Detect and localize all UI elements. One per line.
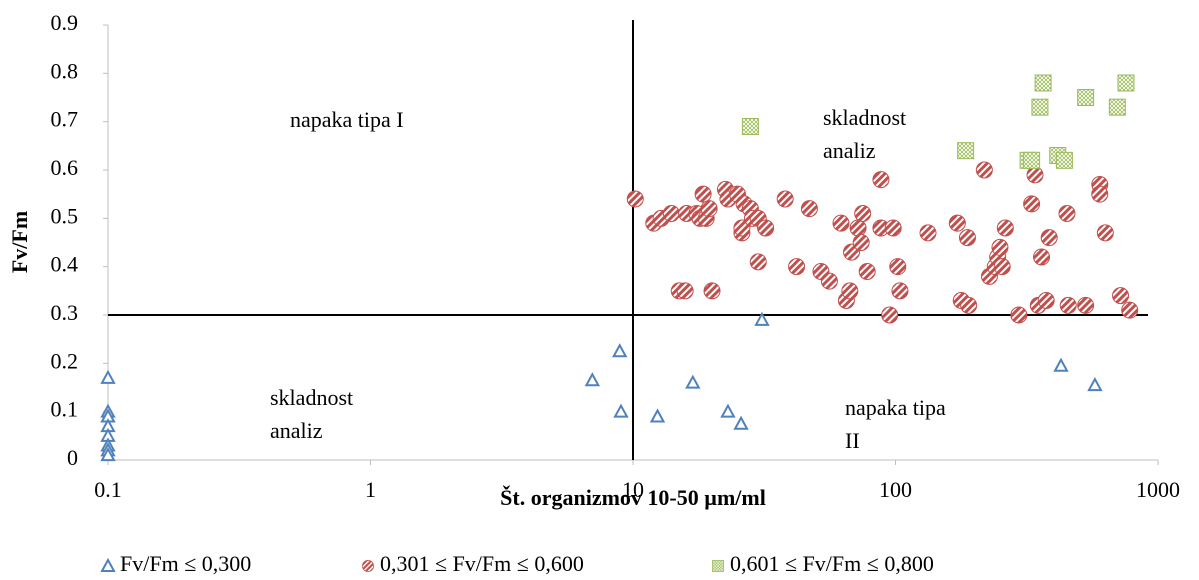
point — [957, 142, 975, 160]
y-tick-label: 0.6 — [51, 155, 79, 180]
point — [100, 369, 116, 384]
point — [958, 229, 976, 247]
point — [100, 447, 116, 462]
point — [1026, 166, 1044, 184]
point — [685, 374, 701, 389]
point — [849, 219, 867, 237]
annotation: II — [845, 428, 860, 453]
x-tick-label: 100 — [879, 477, 912, 502]
y-tick-label: 0.2 — [51, 348, 79, 373]
point — [993, 258, 1011, 276]
point — [1058, 205, 1076, 222]
point — [703, 282, 721, 300]
point — [1053, 357, 1069, 372]
point — [1033, 248, 1051, 266]
annotation: skladnost — [823, 105, 906, 130]
point — [960, 296, 978, 314]
point — [1031, 98, 1049, 116]
point — [1055, 151, 1073, 169]
point — [1091, 185, 1109, 203]
y-tick-label: 0.4 — [51, 252, 79, 277]
point — [776, 190, 794, 208]
y-tick-label: 0.7 — [51, 107, 79, 132]
point — [1108, 98, 1126, 116]
point — [919, 224, 937, 242]
annotation: napaka tipa — [845, 395, 946, 420]
point — [613, 403, 629, 418]
point — [858, 263, 876, 280]
legend-label: 0,301 ≤ Fv/Fm ≤ 0,600 — [380, 551, 584, 576]
point — [612, 343, 628, 358]
point — [1034, 74, 1052, 92]
legend-marker — [712, 560, 724, 572]
point — [757, 219, 775, 237]
point — [1077, 296, 1095, 314]
point — [854, 205, 872, 222]
point — [1040, 229, 1058, 247]
legend-label: Fv/Fm ≤ 0,300 — [120, 551, 251, 576]
y-tick-label: 0.9 — [51, 10, 79, 35]
point — [1096, 224, 1114, 242]
point — [1117, 74, 1135, 92]
y-tick-label: 0.8 — [51, 58, 79, 83]
point — [700, 200, 718, 218]
annotation: analiz — [270, 418, 323, 443]
point — [1112, 287, 1130, 305]
point — [1037, 292, 1055, 309]
point — [584, 372, 601, 387]
point — [676, 282, 694, 300]
y-tick-label: 0.5 — [51, 203, 79, 228]
point — [884, 219, 902, 237]
point — [996, 219, 1014, 237]
point — [754, 311, 770, 326]
point — [788, 258, 806, 276]
point — [626, 190, 644, 208]
point — [991, 238, 1009, 256]
point — [733, 415, 749, 430]
point — [662, 205, 680, 222]
point — [881, 306, 899, 324]
y-axis-title: Fv/Fm — [7, 211, 32, 273]
x-axis-title: Št. organizmov 10-50 µm/ml — [500, 485, 766, 510]
point — [733, 219, 751, 237]
legend-marker — [362, 560, 374, 572]
point — [889, 258, 907, 276]
point — [832, 214, 850, 232]
point — [891, 282, 909, 300]
point — [975, 161, 993, 179]
point — [649, 408, 666, 423]
point — [1010, 306, 1028, 324]
point — [1121, 301, 1139, 319]
point — [749, 253, 767, 271]
x-tick-label: 0.1 — [94, 477, 122, 502]
point — [741, 118, 759, 135]
legend-marker — [100, 557, 116, 572]
annotation: analiz — [823, 138, 876, 163]
point — [820, 272, 838, 290]
point — [720, 403, 736, 418]
x-tick-label: 1 — [365, 477, 376, 502]
annotation: napaka tipa I — [290, 107, 404, 132]
point — [1023, 151, 1041, 169]
point — [1087, 376, 1103, 392]
x-tick-label: 1000 — [1136, 477, 1180, 502]
point — [948, 214, 966, 232]
point — [1059, 296, 1077, 314]
point — [800, 200, 818, 218]
annotation: skladnost — [270, 385, 353, 410]
point — [852, 234, 870, 251]
x-tick-label: 10 — [622, 477, 644, 502]
y-tick-label: 0 — [67, 445, 78, 470]
y-tick-label: 0.3 — [51, 300, 79, 325]
y-tick-label: 0.1 — [51, 397, 79, 422]
point — [1077, 89, 1095, 106]
point — [694, 185, 712, 203]
point — [872, 171, 890, 189]
point — [841, 282, 859, 300]
point — [1023, 195, 1041, 213]
legend-label: 0,601 ≤ Fv/Fm ≤ 0,800 — [730, 551, 934, 576]
